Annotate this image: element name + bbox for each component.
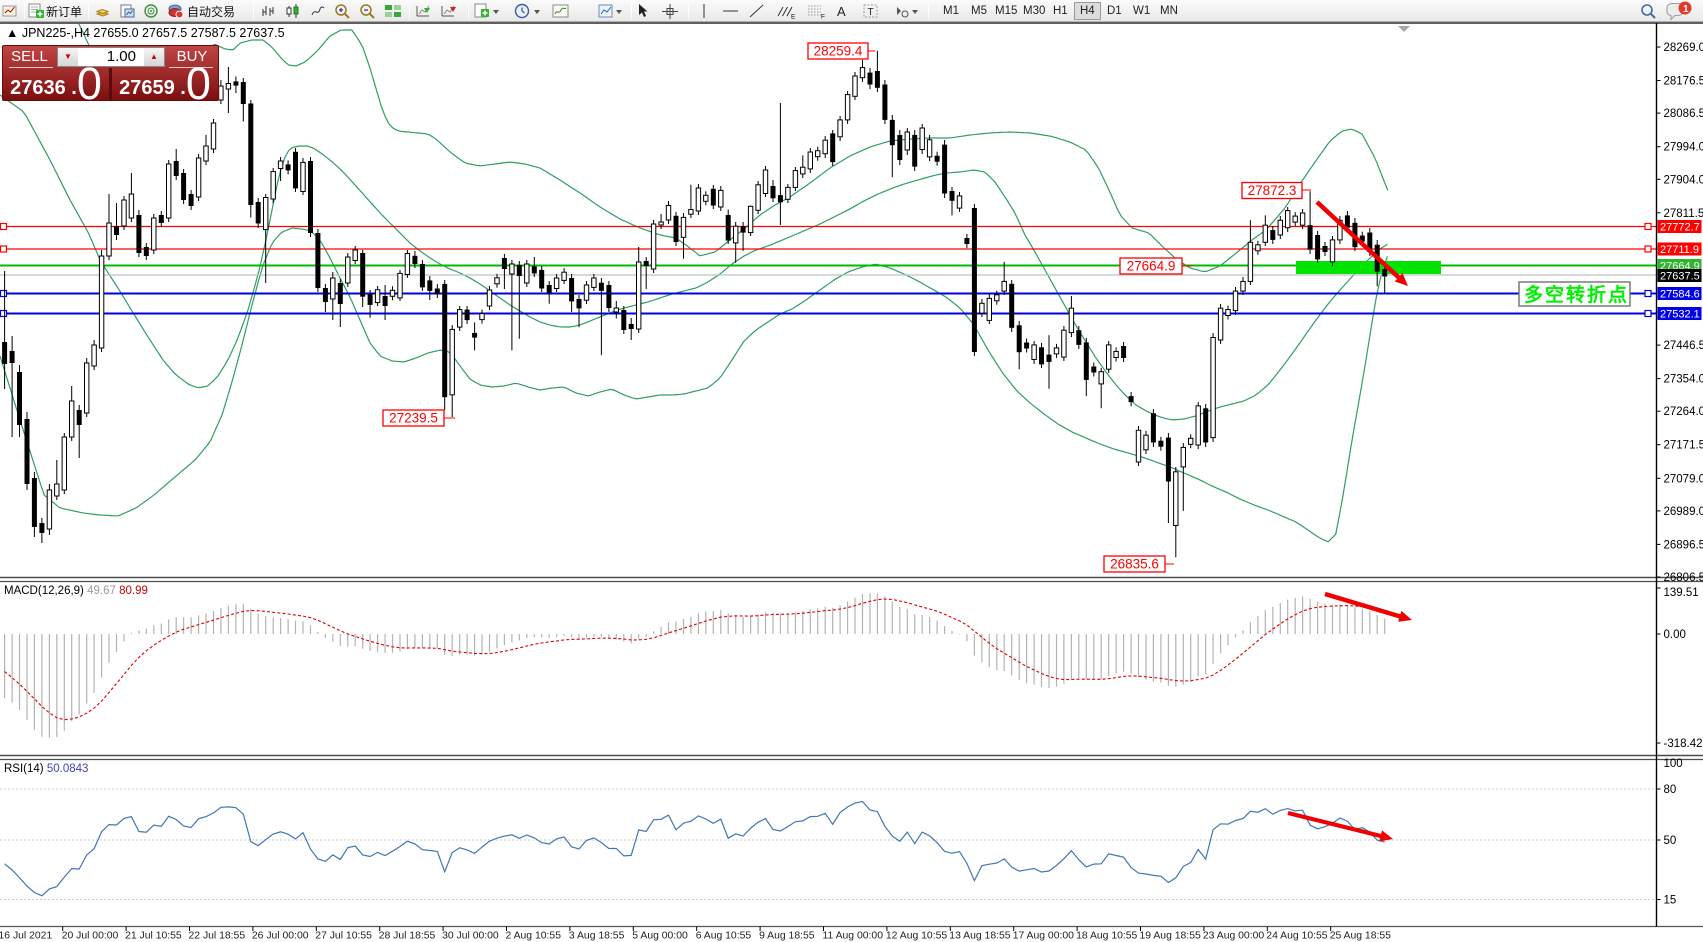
svg-text:0.00: 0.00	[1664, 629, 1686, 641]
svg-text:26806.5: 26806.5	[1664, 572, 1703, 584]
svg-text:23 Aug 00:00: 23 Aug 00:00	[1203, 931, 1264, 942]
svg-text:27239.5: 27239.5	[389, 411, 438, 426]
svg-text:27584.6: 27584.6	[1660, 289, 1700, 301]
svg-text:27446.5: 27446.5	[1664, 340, 1703, 352]
svg-text:100: 100	[1664, 758, 1683, 770]
svg-text:26989.0: 26989.0	[1664, 506, 1703, 518]
svg-text:139.51: 139.51	[1664, 587, 1699, 599]
svg-text:28 Jul 18:55: 28 Jul 18:55	[379, 931, 436, 942]
svg-text:27994.0: 27994.0	[1664, 142, 1703, 154]
svg-text:27171.5: 27171.5	[1664, 440, 1703, 452]
svg-text:3 Aug 18:55: 3 Aug 18:55	[569, 931, 625, 942]
svg-text:80: 80	[1664, 784, 1677, 796]
svg-text:25 Aug 18:55: 25 Aug 18:55	[1330, 931, 1391, 942]
svg-text:21 Jul 10:55: 21 Jul 10:55	[125, 931, 182, 942]
svg-text:T: T	[868, 7, 874, 18]
svg-text:-318.42: -318.42	[1664, 738, 1703, 750]
svg-text:27637.5: 27637.5	[1660, 271, 1700, 283]
svg-text:6 Aug 10:55: 6 Aug 10:55	[696, 931, 752, 942]
svg-text:MACD(12,26,9) 49.67 80.99: MACD(12,26,9) 49.67 80.99	[4, 585, 148, 597]
svg-text:17 Aug 00:00: 17 Aug 00:00	[1013, 931, 1074, 942]
svg-text:27904.0: 27904.0	[1664, 174, 1703, 186]
svg-text:1: 1	[1683, 4, 1689, 15]
svg-text:18 Aug 10:55: 18 Aug 10:55	[1076, 931, 1137, 942]
svg-text:50: 50	[1664, 835, 1677, 847]
svg-text:28086.5: 28086.5	[1664, 108, 1703, 120]
svg-text:27532.1: 27532.1	[1660, 309, 1700, 321]
svg-text:27354.0: 27354.0	[1664, 374, 1703, 386]
svg-text:27664.9: 27664.9	[1127, 259, 1176, 274]
svg-text:24 Aug 10:55: 24 Aug 10:55	[1266, 931, 1327, 942]
svg-text:▲ JPN225-,H4 27655.0 27657.5: ▲ JPN225-,H4 27655.0 27657.5 27587.5 276…	[6, 26, 285, 40]
svg-text:9 Aug 18:55: 9 Aug 18:55	[759, 931, 815, 942]
svg-text:27 Jul 10:55: 27 Jul 10:55	[315, 931, 372, 942]
svg-text:27711.9: 27711.9	[1660, 244, 1699, 256]
svg-text:RSI(14) 50.0843: RSI(14) 50.0843	[4, 763, 88, 775]
svg-text:19 Aug 18:55: 19 Aug 18:55	[1140, 931, 1201, 942]
svg-text:F: F	[821, 14, 825, 20]
svg-text:26896.5: 26896.5	[1664, 539, 1703, 551]
svg-text:27264.0: 27264.0	[1664, 406, 1703, 418]
svg-text:22 Jul 18:55: 22 Jul 18:55	[189, 931, 246, 942]
svg-text:5 Aug 00:00: 5 Aug 00:00	[632, 931, 688, 942]
svg-text:28176.5: 28176.5	[1664, 76, 1703, 88]
svg-text:2 Aug 10:55: 2 Aug 10:55	[506, 931, 562, 942]
svg-text:27772.7: 27772.7	[1660, 222, 1700, 234]
svg-text:13 Aug 18:55: 13 Aug 18:55	[949, 931, 1010, 942]
svg-text:26 Jul 00:00: 26 Jul 00:00	[252, 931, 309, 942]
svg-text:16 Jul 2021: 16 Jul 2021	[0, 931, 52, 942]
svg-text:12 Aug 10:55: 12 Aug 10:55	[886, 931, 947, 942]
svg-text:30 Jul 00:00: 30 Jul 00:00	[442, 931, 499, 942]
svg-text:27079.0: 27079.0	[1664, 473, 1703, 485]
svg-text:11 Aug 00:00: 11 Aug 00:00	[823, 931, 884, 942]
svg-text:26835.6: 26835.6	[1110, 557, 1159, 572]
svg-text:15: 15	[1664, 895, 1677, 907]
svg-text:E: E	[791, 14, 796, 20]
svg-text:27872.3: 27872.3	[1248, 183, 1297, 198]
svg-text:多空转折点: 多空转折点	[1524, 283, 1629, 306]
svg-text:27811.5: 27811.5	[1664, 208, 1703, 220]
svg-text:28269.0: 28269.0	[1664, 42, 1703, 54]
svg-text:20 Jul 00:00: 20 Jul 00:00	[62, 931, 119, 942]
svg-text:28259.4: 28259.4	[814, 44, 863, 59]
